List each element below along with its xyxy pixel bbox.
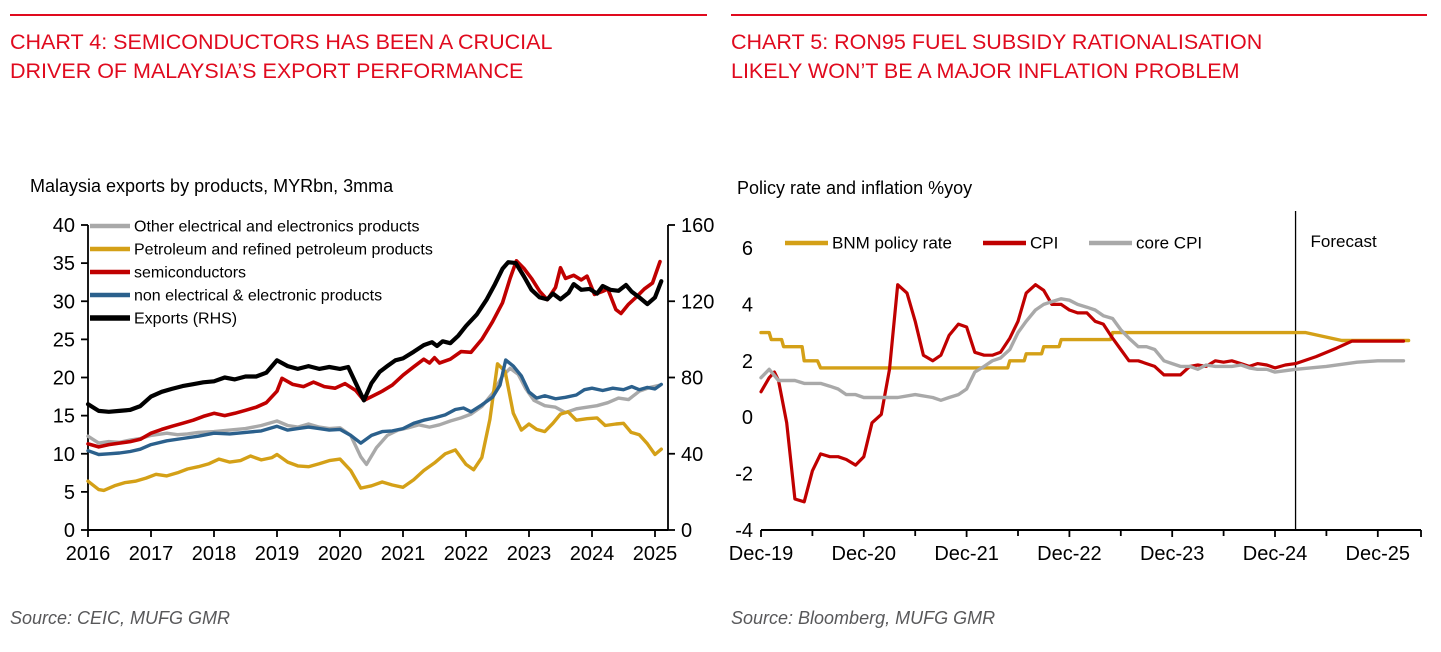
svg-text:4: 4 xyxy=(742,294,753,316)
svg-text:2017: 2017 xyxy=(129,543,174,565)
chart4-title: CHART 4: SEMICONDUCTORS HAS BEEN A CRUCI… xyxy=(10,28,710,86)
svg-text:2020: 2020 xyxy=(318,543,363,565)
chart5-top-rule xyxy=(731,14,1427,16)
chart5-plot: -4 -2 0 2 4 6 Dec-19 Dec-20 Dec-21 Dec-22 Dec-23 De… xyxy=(729,211,1422,565)
legend-label-1: Petroleum and refined petroleum products xyxy=(134,242,433,259)
legend-label-0: BNM policy rate xyxy=(832,234,952,253)
svg-text:Dec-22: Dec-22 xyxy=(1037,543,1101,565)
svg-text:10: 10 xyxy=(53,444,75,466)
svg-text:80: 80 xyxy=(681,368,703,390)
svg-text:2021: 2021 xyxy=(381,543,426,565)
svg-text:2025: 2025 xyxy=(633,543,678,565)
svg-text:0: 0 xyxy=(681,520,692,542)
chart5-title: CHART 5: RON95 FUEL SUBSIDY RATIONALISAT… xyxy=(731,28,1431,86)
svg-text:Dec-19: Dec-19 xyxy=(729,543,793,565)
svg-text:Dec-23: Dec-23 xyxy=(1140,543,1204,565)
chart5-title-line1: CHART 5: RON95 FUEL SUBSIDY RATIONALISAT… xyxy=(731,30,1263,54)
svg-text:Dec-25: Dec-25 xyxy=(1346,543,1410,565)
svg-text:40: 40 xyxy=(53,215,75,237)
chart4-legend: Other electrical and electronics product… xyxy=(90,219,433,328)
svg-text:2022: 2022 xyxy=(444,543,489,565)
svg-text:Dec-21: Dec-21 xyxy=(934,543,998,565)
svg-text:2023: 2023 xyxy=(507,543,552,565)
chart5-source: Source: Bloomberg, MUFG GMR xyxy=(731,608,996,628)
svg-text:0: 0 xyxy=(64,520,75,542)
svg-text:40: 40 xyxy=(681,444,703,466)
svg-text:Dec-20: Dec-20 xyxy=(832,543,896,565)
svg-text:5: 5 xyxy=(64,482,75,504)
chart5-subtitle: Policy rate and inflation %yoy xyxy=(737,178,973,198)
chart4-axes xyxy=(81,224,675,537)
chart5-series xyxy=(759,283,1411,504)
svg-text:35: 35 xyxy=(53,253,75,275)
svg-text:120: 120 xyxy=(681,291,714,313)
series-bnm-policy-rate xyxy=(759,330,1411,370)
svg-text:2018: 2018 xyxy=(192,543,237,565)
chart5-axes xyxy=(760,529,1422,537)
svg-text:20: 20 xyxy=(53,368,75,390)
chart4-source: Source: CEIC, MUFG GMR xyxy=(10,608,231,628)
chart5-legend: BNM policy rate CPI core CPI xyxy=(785,234,1202,253)
legend-label-1: CPI xyxy=(1030,234,1058,253)
series-core-cpi xyxy=(759,297,1406,402)
svg-text:Dec-24: Dec-24 xyxy=(1243,543,1307,565)
svg-text:2024: 2024 xyxy=(570,543,615,565)
legend-label-3: non electrical & electronic products xyxy=(134,288,382,305)
svg-text:2: 2 xyxy=(742,351,753,373)
svg-text:6: 6 xyxy=(742,238,753,260)
series-semiconductors xyxy=(86,259,662,449)
svg-text:25: 25 xyxy=(53,329,75,351)
series-cpi xyxy=(759,283,1406,504)
svg-text:160: 160 xyxy=(681,215,714,237)
series-petroleum-and-refined-petroleum-products xyxy=(86,362,663,493)
chart4-top-rule xyxy=(10,14,707,16)
forecast-label: Forecast xyxy=(1311,232,1377,251)
svg-text:-4: -4 xyxy=(735,520,753,542)
legend-label-2: semiconductors xyxy=(134,265,246,282)
legend-label-2: core CPI xyxy=(1136,234,1202,253)
legend-label-0: Other electrical and electronics product… xyxy=(134,219,419,236)
chart4-subtitle: Malaysia exports by products, MYRbn, 3mm… xyxy=(30,176,394,196)
chart4-title-line1: CHART 4: SEMICONDUCTORS HAS BEEN A CRUCI… xyxy=(10,30,553,54)
legend-label-4: Exports (RHS) xyxy=(134,311,237,328)
chart5-forecast-annotation: Forecast xyxy=(1294,211,1377,530)
svg-text:0: 0 xyxy=(742,407,753,429)
svg-text:-2: -2 xyxy=(735,464,753,486)
chart4-title-line2: DRIVER OF MALAYSIA’S EXPORT PERFORMANCE xyxy=(10,59,524,83)
chart4-series xyxy=(85,259,664,493)
svg-text:2016: 2016 xyxy=(66,543,111,565)
svg-text:15: 15 xyxy=(53,406,75,428)
chart5-title-line2: LIKELY WON’T BE A MAJOR INFLATION PROBLE… xyxy=(731,59,1240,83)
svg-text:30: 30 xyxy=(53,291,75,313)
chart5-axis-labels: -4 -2 0 2 4 6 Dec-19 Dec-20 Dec-21 Dec-22 Dec-23 De… xyxy=(729,238,1410,565)
series-exports-rhs- xyxy=(85,260,664,414)
svg-text:2019: 2019 xyxy=(255,543,300,565)
series-non-electrical-electronic-products xyxy=(86,358,663,457)
